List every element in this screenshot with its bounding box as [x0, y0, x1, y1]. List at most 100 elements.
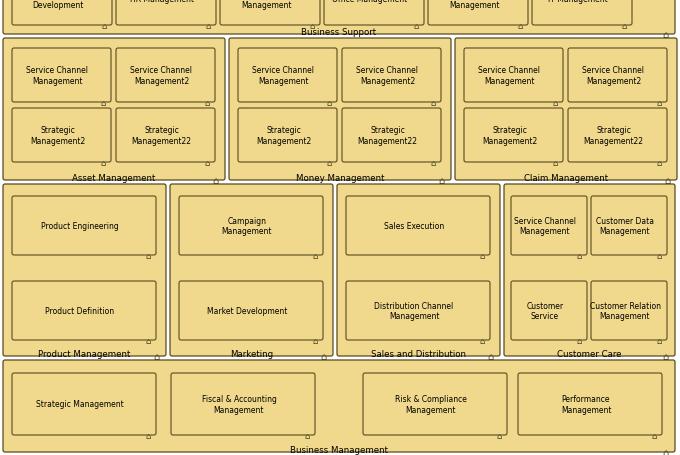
Text: Asset Management: Asset Management — [72, 174, 156, 182]
Text: ⌂: ⌂ — [205, 99, 210, 108]
Text: Customer Relation
Management: Customer Relation Management — [590, 301, 660, 320]
Text: ⌂: ⌂ — [305, 431, 310, 440]
Text: ⌂: ⌂ — [657, 159, 662, 167]
Text: ⌂: ⌂ — [553, 159, 558, 167]
Text: ⌂: ⌂ — [146, 431, 151, 440]
Text: Claim Management: Claim Management — [524, 174, 608, 182]
Text: Risk & Compliance
Management: Risk & Compliance Management — [395, 394, 467, 414]
FancyBboxPatch shape — [238, 49, 337, 103]
Text: ⌂: ⌂ — [577, 252, 582, 260]
FancyBboxPatch shape — [3, 39, 225, 181]
FancyBboxPatch shape — [464, 109, 563, 162]
FancyBboxPatch shape — [464, 49, 563, 103]
FancyBboxPatch shape — [3, 0, 675, 35]
Text: ⌂: ⌂ — [101, 22, 107, 31]
Text: ⌂: ⌂ — [146, 336, 151, 345]
Text: Performance
Management: Performance Management — [561, 394, 611, 414]
Text: Customer Care: Customer Care — [557, 349, 622, 358]
FancyBboxPatch shape — [179, 197, 323, 255]
FancyBboxPatch shape — [568, 49, 667, 103]
FancyBboxPatch shape — [342, 49, 441, 103]
Text: ⌂: ⌂ — [326, 159, 332, 167]
Text: ⌂: ⌂ — [651, 431, 657, 440]
Text: Service Channel
Management2: Service Channel Management2 — [583, 66, 645, 86]
Text: Service Channel
Management: Service Channel Management — [27, 66, 88, 86]
Text: ⌂: ⌂ — [517, 22, 523, 31]
FancyBboxPatch shape — [337, 185, 500, 356]
FancyBboxPatch shape — [229, 39, 451, 181]
Text: Product Management: Product Management — [38, 349, 131, 358]
Text: Business Management: Business Management — [290, 445, 388, 454]
Text: ⌂: ⌂ — [205, 159, 210, 167]
Text: Strategic
Management22: Strategic Management22 — [358, 126, 418, 146]
FancyBboxPatch shape — [12, 373, 156, 435]
Text: Campaign
Management: Campaign Management — [222, 216, 272, 236]
Text: ⌂: ⌂ — [146, 252, 151, 260]
FancyBboxPatch shape — [3, 360, 675, 452]
FancyBboxPatch shape — [455, 39, 677, 181]
FancyBboxPatch shape — [171, 373, 315, 435]
FancyBboxPatch shape — [568, 109, 667, 162]
Text: Product Engineering: Product Engineering — [41, 222, 119, 231]
Text: Fiscal & Accounting
Management: Fiscal & Accounting Management — [201, 394, 277, 414]
Text: ⌂: ⌂ — [657, 252, 662, 260]
Text: Organizational
Development: Organizational Development — [30, 0, 86, 10]
FancyBboxPatch shape — [179, 281, 323, 340]
Text: Strategic
Management2: Strategic Management2 — [30, 126, 85, 146]
Text: Service Channel
Management2: Service Channel Management2 — [356, 66, 418, 86]
FancyBboxPatch shape — [238, 109, 337, 162]
Text: Facility
Management: Facility Management — [449, 0, 499, 10]
Text: Product Definition: Product Definition — [46, 306, 114, 315]
FancyBboxPatch shape — [12, 0, 112, 26]
Text: Marketing: Marketing — [230, 349, 273, 358]
FancyBboxPatch shape — [342, 109, 441, 162]
FancyBboxPatch shape — [591, 281, 667, 340]
FancyBboxPatch shape — [116, 49, 215, 103]
Text: ⌂: ⌂ — [321, 351, 327, 361]
Text: Strategic
Management2: Strategic Management2 — [256, 126, 311, 146]
Text: ⌂: ⌂ — [622, 22, 627, 31]
Text: ⌂: ⌂ — [213, 176, 219, 186]
Text: ⌂: ⌂ — [154, 351, 160, 361]
Text: ⌂: ⌂ — [663, 447, 669, 455]
Text: Strategic
Management22: Strategic Management22 — [583, 126, 643, 146]
Text: ⌂: ⌂ — [413, 22, 419, 31]
FancyBboxPatch shape — [12, 49, 111, 103]
FancyBboxPatch shape — [518, 373, 662, 435]
Text: Sales and Distribution: Sales and Distribution — [371, 349, 466, 358]
Text: IT Management: IT Management — [548, 0, 608, 5]
Text: Service Channel
Management: Service Channel Management — [252, 66, 314, 86]
Text: ⌂: ⌂ — [479, 252, 485, 260]
FancyBboxPatch shape — [3, 185, 166, 356]
Text: ⌂: ⌂ — [326, 99, 332, 108]
Text: Office Management: Office Management — [333, 0, 407, 5]
Text: ⌂: ⌂ — [577, 336, 582, 345]
Text: ⌂: ⌂ — [479, 336, 485, 345]
FancyBboxPatch shape — [12, 197, 156, 255]
Text: ⌂: ⌂ — [663, 30, 669, 40]
FancyBboxPatch shape — [12, 281, 156, 340]
Text: ⌂: ⌂ — [663, 351, 669, 361]
Text: Customer
Service: Customer Service — [526, 301, 564, 320]
Text: HR Management: HR Management — [130, 0, 194, 5]
Text: Sales Execution: Sales Execution — [384, 222, 444, 231]
FancyBboxPatch shape — [346, 197, 490, 255]
Text: ⌂: ⌂ — [313, 252, 318, 260]
Text: Business Support: Business Support — [301, 28, 377, 37]
FancyBboxPatch shape — [116, 109, 215, 162]
Text: ⌂: ⌂ — [430, 159, 436, 167]
Text: ⌂: ⌂ — [553, 99, 558, 108]
FancyBboxPatch shape — [363, 373, 507, 435]
FancyBboxPatch shape — [170, 185, 333, 356]
Text: ⌂: ⌂ — [205, 22, 211, 31]
Text: ⌂: ⌂ — [657, 336, 662, 345]
Text: Money Management: Money Management — [296, 174, 384, 182]
FancyBboxPatch shape — [532, 0, 632, 26]
FancyBboxPatch shape — [220, 0, 320, 26]
Text: ⌂: ⌂ — [665, 176, 671, 186]
FancyBboxPatch shape — [324, 0, 424, 26]
FancyBboxPatch shape — [116, 0, 216, 26]
FancyBboxPatch shape — [12, 109, 111, 162]
FancyBboxPatch shape — [428, 0, 528, 26]
FancyBboxPatch shape — [511, 197, 587, 255]
